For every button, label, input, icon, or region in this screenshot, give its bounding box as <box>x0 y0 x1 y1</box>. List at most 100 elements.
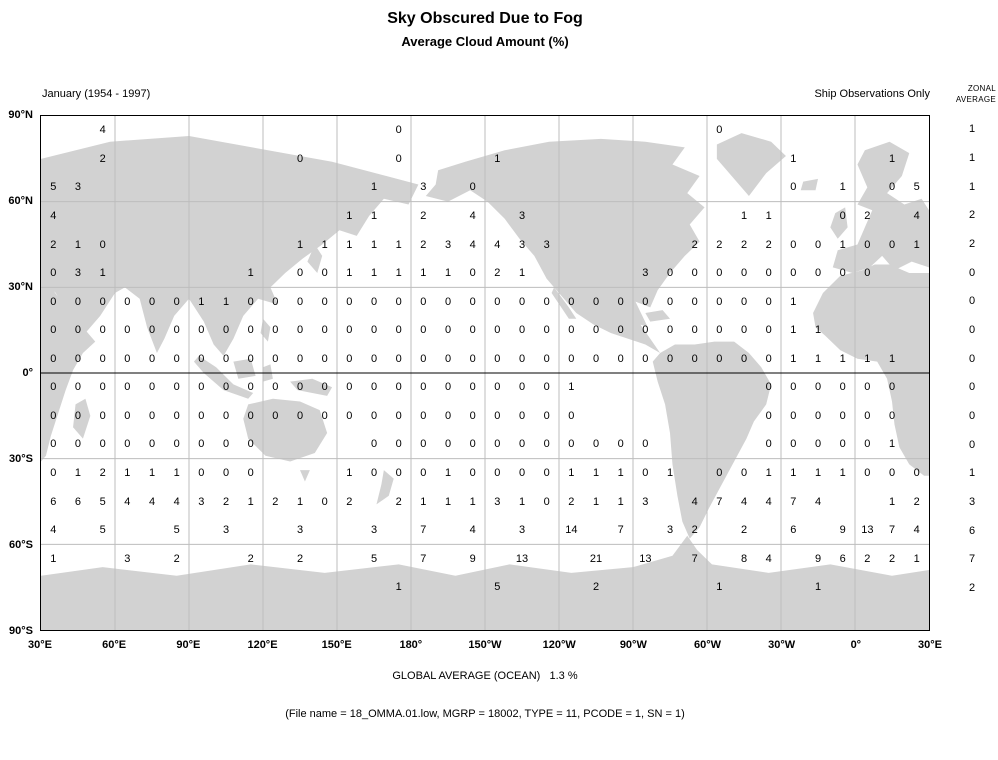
grid-value: 2 <box>420 209 427 222</box>
grid-value: 0 <box>494 324 501 337</box>
grid-value: 0 <box>444 381 452 394</box>
grid-value: 0 <box>321 352 328 365</box>
landmass-tasmania <box>300 470 310 482</box>
grid-value: 0 <box>494 295 501 308</box>
grid-value: 2 <box>864 552 871 565</box>
grid-value: 0 <box>370 381 378 394</box>
grid-value: 0 <box>50 438 57 451</box>
grid-value: 1 <box>913 552 920 565</box>
zonal-average-value: 6 <box>968 524 976 537</box>
grid-value: 1 <box>864 352 871 365</box>
grid-value: 0 <box>864 409 871 422</box>
grid-value: 7 <box>420 552 427 565</box>
grid-value: 0 <box>518 438 526 451</box>
zonal-average-value: 1 <box>968 180 976 193</box>
zonal-average-value: 1 <box>968 123 976 136</box>
grid-value: 2 <box>716 238 723 251</box>
chart-subtitle: Average Cloud Amount (%) <box>401 34 569 49</box>
grid-value: 0 <box>765 438 772 451</box>
grid-value: 5 <box>50 181 57 194</box>
grid-value: 1 <box>321 238 328 251</box>
grid-value: 0 <box>198 324 205 337</box>
grid-value: 1 <box>370 181 378 194</box>
grid-value: 7 <box>888 524 896 537</box>
grid-value: 3 <box>370 524 378 537</box>
grid-value: 0 <box>740 295 748 308</box>
grid-value: 1 <box>839 238 846 251</box>
grid-value: 0 <box>346 381 353 394</box>
grid-value: 1 <box>198 295 205 308</box>
grid-value: 1 <box>444 495 452 508</box>
grid-value: 1 <box>148 466 156 479</box>
grid-value: 0 <box>74 324 82 337</box>
grid-value: 0 <box>420 352 427 365</box>
grid-value: 1 <box>790 352 797 365</box>
grid-value: 1 <box>395 238 402 251</box>
grid-value: 0 <box>469 181 476 194</box>
grid-value: 0 <box>395 352 402 365</box>
grid-value: 1 <box>370 238 378 251</box>
grid-value: 0 <box>148 381 156 394</box>
grid-value: 0 <box>173 295 180 308</box>
grid-value: 0 <box>864 438 871 451</box>
grid-value: 0 <box>691 324 698 337</box>
grid-value: 0 <box>716 324 723 337</box>
latitude-tick-label: 60°N <box>8 195 33 207</box>
grid-value: 0 <box>765 324 772 337</box>
grid-value: 0 <box>814 409 822 422</box>
grid-value: 0 <box>420 381 427 394</box>
grid-value: 0 <box>765 295 772 308</box>
grid-value: 0 <box>148 295 156 308</box>
grid-value: 1 <box>247 495 254 508</box>
longitude-tick-label: 0° <box>850 639 862 651</box>
grid-value: 0 <box>247 438 254 451</box>
grid-value: 7 <box>716 495 723 508</box>
grid-value: 0 <box>518 352 526 365</box>
grid-value: 0 <box>543 438 550 451</box>
grid-value: 3 <box>124 552 131 565</box>
longitude-tick-label: 30°W <box>768 639 796 651</box>
grid-value: 0 <box>790 181 797 194</box>
grid-value: 0 <box>888 466 896 479</box>
grid-value: 0 <box>370 409 378 422</box>
grid-value: 0 <box>74 409 82 422</box>
latitude-tick-label: 0° <box>22 367 33 379</box>
grid-value: 0 <box>173 438 180 451</box>
grid-value: 0 <box>247 295 254 308</box>
grid-value: 0 <box>99 381 106 394</box>
grid-value: 1 <box>74 238 82 251</box>
grid-value: 0 <box>518 324 526 337</box>
grid-value: 0 <box>469 267 476 280</box>
grid-value: 2 <box>864 209 871 222</box>
grid-value: 9 <box>469 552 476 565</box>
grid-value: 0 <box>173 409 180 422</box>
grid-value: 0 <box>790 238 797 251</box>
grid-value: 0 <box>543 409 550 422</box>
period-label: January (1954 - 1997) <box>42 88 151 100</box>
landmass-africa-east <box>41 275 96 462</box>
grid-value: 1 <box>814 466 822 479</box>
grid-value: 2 <box>568 495 575 508</box>
grid-value: 0 <box>222 438 230 451</box>
grid-value: 1 <box>740 209 748 222</box>
grid-value: 3 <box>420 181 427 194</box>
latitude-tick-label: 60°S <box>9 539 33 551</box>
grid-value: 1 <box>913 238 920 251</box>
longitude-tick-label: 150°E <box>321 639 352 651</box>
landmass-europe <box>832 141 929 274</box>
grid-value: 1 <box>888 152 896 165</box>
grid-value: 1 <box>346 209 353 222</box>
grid-value: 0 <box>691 295 698 308</box>
grid-value: 4 <box>913 209 920 222</box>
grid-value: 3 <box>518 238 526 251</box>
longitude-tick-label: 30°E <box>28 639 52 651</box>
grid-value: 0 <box>716 352 723 365</box>
grid-value: 0 <box>346 409 353 422</box>
grid-value: 0 <box>198 466 205 479</box>
grid-value: 0 <box>148 352 156 365</box>
zonal-average-value: 0 <box>968 295 976 308</box>
landmass-cuba <box>645 310 670 322</box>
grid-value: 1 <box>444 466 452 479</box>
